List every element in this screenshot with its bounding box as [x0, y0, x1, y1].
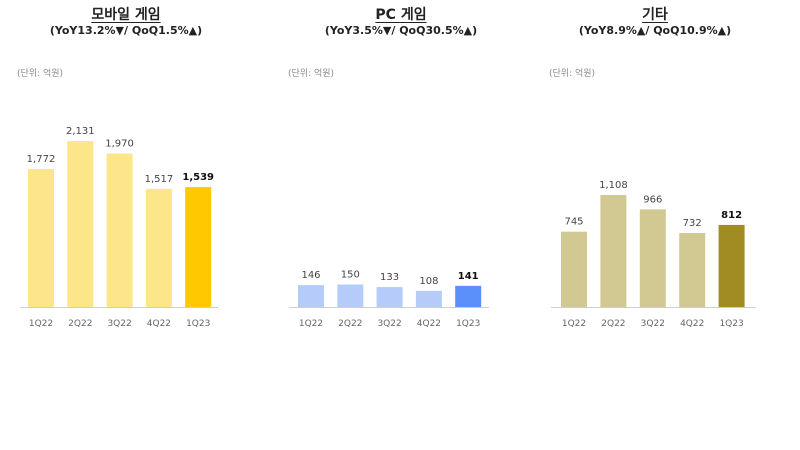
bar-3q22 [639, 209, 666, 307]
x-tick-label: 1Q23 [186, 319, 210, 329]
data-label: 146 [301, 270, 320, 281]
data-label: 2,131 [66, 126, 95, 137]
bar-1q23 [185, 187, 212, 307]
x-tick-label: 1Q23 [719, 319, 743, 329]
chart-subtitle: (YoY8.9%▲/ QoQ10.9%▲) [578, 24, 732, 37]
bar-3q22 [106, 153, 133, 307]
chart-panel-other: 기타 (YoY8.9%▲/ QoQ10.9%▲) (단위: 억원) 745 1Q2… [530, 0, 800, 450]
chart-subtitle: (YoY13.2%▼/ QoQ1.5%▲) [49, 24, 203, 37]
x-tick-label: 2Q22 [601, 319, 625, 329]
chart-subtitle: (YoY3.5%▼/ QoQ30.5%▲) [324, 24, 478, 37]
chart-panel-mobile: 모바일 게임 (YoY13.2%▼/ QoQ1.5%▲) (단위: 억원) 1,… [0, 0, 260, 450]
data-label: 1,108 [599, 180, 628, 191]
data-label: 108 [419, 276, 438, 287]
bar-3q22 [376, 287, 403, 307]
data-label: 812 [721, 210, 742, 221]
data-label: 1,970 [105, 139, 134, 150]
x-tick-label: 3Q22 [641, 319, 665, 329]
bar-1q22 [28, 168, 54, 307]
x-tick-label: 2Q22 [68, 319, 92, 329]
x-tick-label: 3Q22 [377, 319, 401, 329]
x-tick-label: 4Q22 [680, 319, 704, 329]
chart-title: 모바일 게임 [91, 7, 161, 23]
bar-4q22 [679, 233, 706, 307]
x-tick-label: 3Q22 [107, 319, 131, 329]
bar-chart-other: 745 1Q22 1,108 2Q22 966 3Q22 732 4Q22 812 1Q23 [551, 180, 756, 329]
unit-label: (단위: 억원) [17, 69, 64, 79]
data-label: 745 [564, 217, 583, 228]
data-label: 150 [341, 270, 360, 281]
x-tick-label: 1Q22 [562, 319, 586, 329]
bar-1q22 [298, 285, 324, 307]
x-tick-label: 1Q22 [299, 319, 323, 329]
x-tick-label: 1Q22 [29, 319, 53, 329]
x-tick-label: 1Q23 [456, 319, 480, 329]
data-label: 1,539 [182, 172, 214, 183]
x-tick-label: 4Q22 [147, 319, 171, 329]
data-label: 1,517 [145, 174, 174, 185]
bar-1q22 [561, 231, 587, 307]
x-tick-label: 2Q22 [338, 319, 362, 329]
unit-label: (단위: 억원) [288, 69, 335, 79]
chart-panel-pc: PC 게임 (YoY3.5%▼/ QoQ30.5%▲) (단위: 억원) 146… [270, 0, 530, 450]
unit-label: (단위: 억원) [549, 69, 596, 79]
chart-title: 기타 [642, 7, 668, 23]
bar-4q22 [145, 188, 172, 307]
data-label: 141 [458, 271, 479, 282]
bar-2q22 [337, 284, 364, 307]
bar-2q22 [600, 195, 627, 307]
bar-chart-mobile: 1,772 1Q22 2,131 2Q22 1,970 3Q22 1,517 4Q22 1,53… [20, 126, 218, 329]
bar-chart-pc: 146 1Q22 150 2Q22 133 3Q22 108 4Q22 141 1Q23 [289, 270, 489, 329]
data-label: 133 [380, 272, 399, 283]
bar-1q23 [455, 285, 482, 307]
x-tick-label: 4Q22 [417, 319, 441, 329]
chart-title: PC 게임 [375, 7, 427, 23]
bar-4q22 [415, 290, 442, 307]
bar-2q22 [67, 141, 94, 307]
bar-1q23 [718, 224, 745, 307]
data-label: 732 [683, 218, 702, 229]
data-label: 1,772 [27, 154, 56, 165]
data-label: 966 [643, 194, 662, 205]
